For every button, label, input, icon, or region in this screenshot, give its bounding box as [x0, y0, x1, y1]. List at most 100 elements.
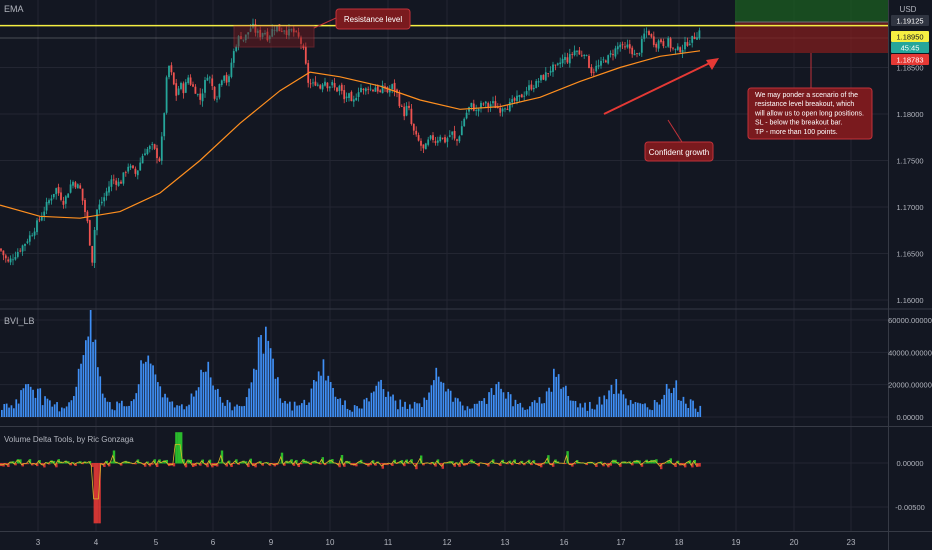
- bvi-bar: [301, 403, 303, 417]
- price-axis[interactable]: 1.18500 1.18000 1.17500 1.17000 1.16500 1.160…: [888, 15, 932, 512]
- bvi-bar: [689, 399, 692, 417]
- delta-area: [592, 462, 596, 464]
- growth-callout-text: Confident growth: [649, 148, 709, 157]
- price-tick: 1.18000: [896, 110, 923, 119]
- bvi-bar: [70, 400, 73, 417]
- bvi-bar: [605, 399, 608, 417]
- candle-body: [504, 108, 506, 110]
- candle-body: [604, 60, 607, 63]
- candle-body: [134, 168, 137, 174]
- delta-area: [674, 463, 677, 468]
- candle-body: [316, 84, 319, 86]
- delta-area: [664, 462, 668, 464]
- scenario-text-line: will allow us to open long positions.: [754, 110, 864, 117]
- bvi-tick: 20000.00000: [888, 381, 932, 390]
- delta-area: [160, 462, 164, 464]
- delta-area: [412, 463, 416, 464]
- delta-area: [640, 463, 644, 467]
- bvi-bar: [279, 398, 282, 417]
- delta-area: [292, 463, 296, 466]
- bvi-bar: [212, 385, 214, 417]
- bvi-bar: [653, 399, 656, 417]
- delta-area: [81, 463, 84, 465]
- bvi-bar: [385, 396, 387, 417]
- bvi-bar: [476, 403, 478, 417]
- delta-area: [141, 463, 144, 465]
- trend-arrow: [603, 59, 717, 115]
- bvi-bar: [349, 410, 351, 417]
- candle-body: [645, 31, 648, 33]
- stop-loss-zone: [735, 22, 888, 53]
- candle-body: [393, 82, 396, 91]
- candle-body: [52, 193, 55, 198]
- bvi-bar: [692, 400, 694, 417]
- bvi-bar: [253, 368, 255, 417]
- time-tick: 10: [326, 538, 335, 547]
- candle-body: [196, 94, 199, 95]
- delta-area: [112, 450, 116, 464]
- price-badge: [891, 31, 929, 42]
- time-axis[interactable]: 3 4 5 6 9 10 11 12 13 16 17 18 19 20 23: [36, 538, 856, 547]
- bvi-bar: [651, 410, 654, 417]
- bvi-bar: [365, 397, 368, 417]
- scenario-callout: [747, 87, 873, 140]
- candle-body: [698, 30, 701, 39]
- volume-delta: [0, 432, 701, 524]
- delta-area: [537, 463, 540, 466]
- bvi-bar: [41, 405, 44, 417]
- candle-body: [360, 87, 362, 93]
- candle-body: [153, 144, 156, 149]
- candle-body: [369, 88, 372, 90]
- delta-area: [633, 460, 636, 464]
- bvi-bar: [344, 400, 346, 417]
- bvi-bar: [329, 382, 332, 417]
- delta-area: [484, 463, 488, 465]
- delta-area: [240, 461, 243, 464]
- delta-area: [681, 463, 684, 466]
- pane-labels: EMA BVI_LB Volume Delta Tools, by Ric Go…: [4, 4, 917, 444]
- bvi-bar: [658, 404, 661, 417]
- bvi-bar: [697, 411, 699, 417]
- bvi-bar: [262, 353, 265, 417]
- bvi-bar: [577, 407, 579, 417]
- candle-body: [84, 199, 86, 213]
- candle-body: [31, 235, 34, 237]
- bvi-bar: [627, 405, 630, 417]
- candle-body: [108, 186, 110, 193]
- bvi-bar: [243, 405, 246, 417]
- candle-body: [295, 31, 298, 33]
- bvi-bar: [44, 396, 46, 417]
- candle-body: [460, 126, 463, 136]
- bvi-bar: [399, 399, 402, 417]
- bvi-bar: [346, 408, 349, 417]
- bvi-bar: [123, 406, 126, 417]
- delta-area: [180, 432, 183, 464]
- delta-area: [280, 452, 284, 464]
- candle-body: [429, 135, 432, 139]
- candle-body: [26, 241, 29, 243]
- candle-body: [304, 46, 307, 64]
- candle-body: [674, 48, 677, 50]
- bvi-bar: [521, 407, 524, 417]
- bvi-bar: [562, 387, 565, 417]
- bvi-bar: [166, 397, 169, 417]
- bvi-bar: [173, 407, 176, 417]
- delta-area: [148, 463, 152, 467]
- delta-area: [602, 463, 605, 467]
- candle-body: [48, 200, 50, 204]
- candle-body: [285, 30, 288, 35]
- bvi-bar: [579, 403, 582, 417]
- delta-area: [153, 459, 156, 464]
- delta-area: [513, 459, 516, 464]
- bvi-bar: [284, 400, 286, 417]
- bvi-bar: [377, 381, 380, 417]
- bvi-bar: [17, 403, 20, 417]
- delta-area: [408, 463, 411, 464]
- bvi-bar: [512, 406, 514, 417]
- bvi-bar: [665, 383, 668, 417]
- candle-body: [417, 135, 420, 141]
- candle-body: [595, 65, 598, 72]
